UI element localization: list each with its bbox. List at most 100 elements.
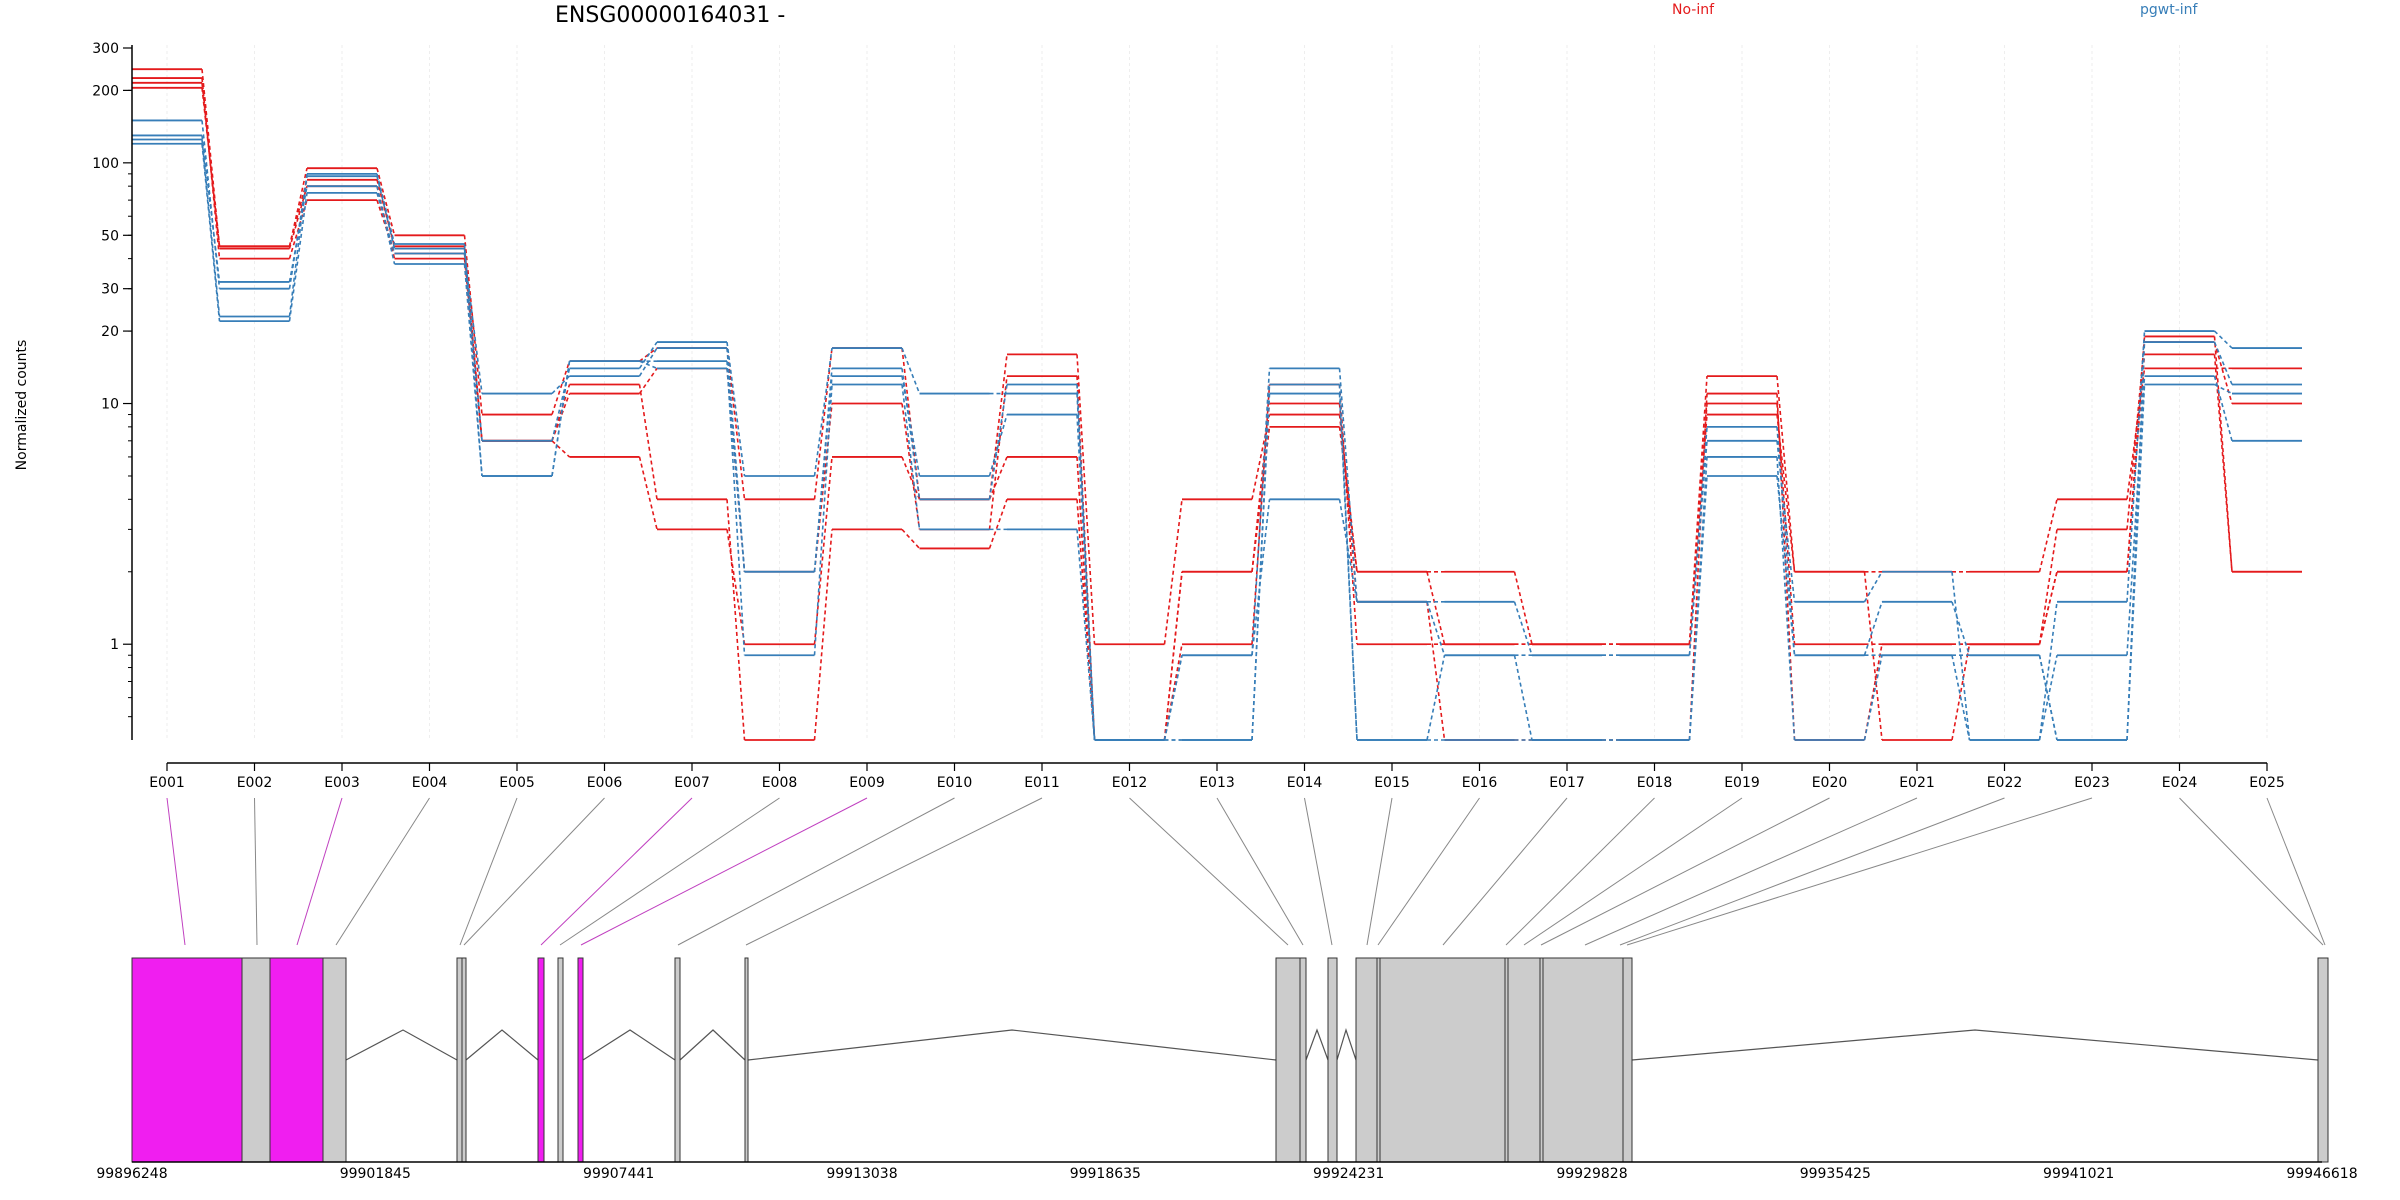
series-connector xyxy=(2038,601,2058,741)
series-connector xyxy=(638,456,658,530)
connector-E021 xyxy=(1584,797,1918,946)
exon-label-E002: E002 xyxy=(237,775,273,791)
series-connector xyxy=(376,176,396,249)
series-connector xyxy=(726,529,746,645)
exon-block xyxy=(1355,957,1378,1163)
exon-label-E021: E021 xyxy=(1899,775,1935,791)
series-connector xyxy=(813,368,833,572)
exon-block xyxy=(1542,957,1624,1163)
coord-tick-label: 99901845 xyxy=(340,1166,411,1182)
series-connector xyxy=(1776,426,1796,656)
connector-E018 xyxy=(1505,797,1655,946)
connector-E012 xyxy=(1129,797,1289,946)
connector-E007 xyxy=(540,797,693,946)
series-connector xyxy=(1863,601,1883,656)
exon-label-E015: E015 xyxy=(1374,775,1410,791)
y-tick-label: 300 xyxy=(92,41,119,57)
series-connector xyxy=(901,403,921,530)
exon-label-E019: E019 xyxy=(1724,775,1760,791)
intron xyxy=(582,1029,676,1061)
exon-block xyxy=(1507,957,1541,1163)
connector-E016 xyxy=(1377,797,1480,946)
exon-block xyxy=(1379,957,1506,1163)
coord-tick-label: 99907441 xyxy=(583,1166,654,1182)
genomic-coordinate-axis: 99896248 99901845 99907441 99913038 99918635… xyxy=(96,1161,2358,1182)
series-connector xyxy=(201,139,221,317)
connector-E015 xyxy=(1366,797,1393,946)
series-connector xyxy=(1426,601,1446,656)
intron xyxy=(1305,1028,1329,1061)
exon-label-E005: E005 xyxy=(499,775,535,791)
series-connector xyxy=(901,368,921,500)
connector-E008 xyxy=(559,797,780,946)
series-connector xyxy=(201,135,221,283)
exon-label-E009: E009 xyxy=(849,775,885,791)
exon-block xyxy=(269,957,324,1163)
exon-block xyxy=(1327,957,1338,1163)
intron xyxy=(345,1029,458,1061)
intron xyxy=(1631,1029,2319,1061)
exon-block xyxy=(744,957,749,1163)
series-connector xyxy=(988,456,1008,500)
connector-E003 xyxy=(296,797,343,946)
exon-label-E025: E025 xyxy=(2249,775,2285,791)
exon-connectors xyxy=(166,797,2326,946)
intron xyxy=(465,1029,539,1061)
series-connector xyxy=(1513,655,1533,741)
series-connector xyxy=(1776,376,1796,572)
series-connector xyxy=(1426,571,1446,645)
connector-E005 xyxy=(459,797,518,946)
series-connector xyxy=(1513,601,1533,656)
exon-label-E006: E006 xyxy=(587,775,623,791)
series-connector xyxy=(1426,601,1446,741)
series-connector xyxy=(2213,354,2233,572)
y-tick-label: 20 xyxy=(101,324,119,340)
exon-label-E014: E014 xyxy=(1287,775,1323,791)
exon-label-E022: E022 xyxy=(1987,775,2023,791)
series-connector xyxy=(1776,414,1796,572)
series-connector xyxy=(1076,456,1096,741)
series-connector xyxy=(1863,655,1883,741)
series-connector xyxy=(1951,644,1971,741)
series-connector xyxy=(813,347,833,500)
plot-grid xyxy=(166,45,2268,740)
y-tick-label: 50 xyxy=(101,228,119,244)
connector-E011 xyxy=(745,797,1043,946)
y-tick-label: 100 xyxy=(92,156,119,172)
series-connector xyxy=(901,347,921,394)
coord-tick-label: 99924231 xyxy=(1313,1166,1384,1182)
series-connector xyxy=(1076,354,1096,645)
series-connector xyxy=(288,186,308,283)
series-connector xyxy=(1251,368,1271,656)
series-connector xyxy=(1163,655,1183,741)
exon-block xyxy=(322,957,347,1163)
series-connector xyxy=(726,499,746,741)
series-no-inf-3 xyxy=(132,81,2302,741)
series-connector xyxy=(551,440,571,458)
y-tick-label: 30 xyxy=(101,282,119,298)
legend-pgwt-inf: pgwt-inf xyxy=(2140,2,2199,18)
series-connector xyxy=(901,528,921,549)
series-connector xyxy=(638,384,658,500)
connector-E023 xyxy=(1626,797,2093,946)
series-connector xyxy=(813,384,833,656)
series-connector xyxy=(1688,414,1708,645)
series-connector xyxy=(1076,529,1096,741)
series-connector xyxy=(463,235,483,415)
series-connector xyxy=(376,192,396,254)
series-connector xyxy=(2038,571,2058,645)
exon-block xyxy=(577,957,584,1163)
coord-tick-label: 99941021 xyxy=(2043,1166,2114,1182)
series-connector xyxy=(1338,403,1358,602)
series-connector xyxy=(1863,571,1883,603)
series-connector xyxy=(2213,341,2233,404)
series-connector xyxy=(288,185,308,249)
series-connector xyxy=(1776,403,1796,645)
exon-label-E012: E012 xyxy=(1112,775,1148,791)
series-connector xyxy=(1776,440,1796,602)
coord-tick-label: 99918635 xyxy=(1070,1166,1141,1182)
series-connector xyxy=(2126,342,2146,741)
series-connector xyxy=(988,414,1008,477)
series-connector xyxy=(2213,336,2233,572)
